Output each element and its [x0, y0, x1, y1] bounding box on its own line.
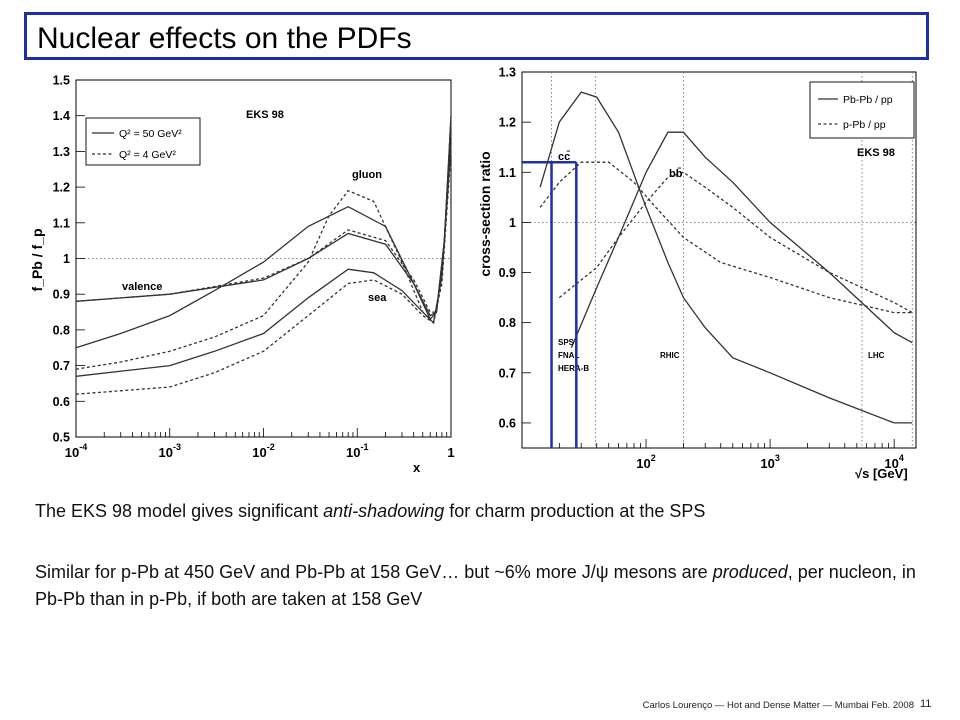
page-title: Nuclear effects on the PDFs: [37, 22, 412, 55]
x-tick-label: 10-2: [252, 442, 274, 460]
y-tick-label: 0.6: [499, 416, 516, 430]
annotation-beauty: bb̄: [669, 168, 683, 180]
annotation-hera-b: HERA-B: [558, 364, 589, 373]
y-tick-label: 0.7: [499, 366, 516, 380]
x-tick-label: 104: [884, 453, 903, 471]
para1-emph: anti-shadowing: [323, 501, 445, 521]
annotation-lhc: LHC: [868, 351, 885, 360]
x-axis-label: x: [413, 460, 421, 475]
y-tick-label: 1: [509, 216, 516, 230]
para2-d: , per nucleon, in Pb-Pb than in p-Pb, if…: [35, 562, 916, 609]
y-tick-label: 1: [63, 252, 70, 266]
annotation-fnal: FNAL: [558, 351, 579, 360]
y-tick-label: 0.9: [53, 288, 70, 302]
series-line: [75, 133, 452, 370]
y-tick-label: 1.1: [499, 166, 516, 180]
legend-label: Q² = 50 GeV²: [119, 128, 182, 140]
y-tick-label: 0.7: [53, 359, 70, 373]
x-tick-label: 10-1: [346, 442, 368, 460]
y-tick-label: 1.2: [499, 116, 516, 130]
y-axis-label: f_Pb / f_p: [29, 228, 45, 291]
annotation-rhic: RHIC: [660, 351, 680, 360]
y-tick-label: 0.9: [499, 266, 516, 280]
annotation-valence: valence: [122, 281, 162, 293]
paragraph-jpsi-comparison: Similar for p-Pb at 450 GeV and Pb-Pb at…: [35, 559, 930, 613]
y-tick-label: 1.2: [53, 181, 70, 195]
y-tick-label: 1.3: [499, 66, 516, 80]
paragraph-anti-shadowing: The EKS 98 model gives significant anti-…: [35, 498, 930, 525]
chart-title: EKS 98: [246, 109, 284, 121]
chart-cross-section-ratio: 102 103 104 0.6 0.7 0.8 0.9 1 1.1 1.2 1.3 EKS 98 cro…: [477, 66, 917, 481]
para2-a: Similar for p-Pb at 450 GeV and Pb-Pb at…: [35, 562, 596, 582]
para1-c: for charm production at the SPS: [444, 501, 706, 521]
footer-credit: Carlos Lourenço — Hot and Dense Matter —…: [642, 700, 914, 711]
x-tick-label: 1: [447, 445, 454, 460]
para2-b: mesons are: [608, 562, 713, 582]
y-tick-label: 0.8: [499, 316, 516, 330]
series-line: [539, 91, 913, 424]
x-tick-label: 103: [760, 453, 779, 471]
annotation-sea: sea: [368, 292, 387, 304]
x-tick-label: 10-3: [159, 442, 181, 460]
title-box: Nuclear effects on the PDFs: [24, 12, 929, 60]
plot-frame: [521, 71, 917, 449]
y-tick-label: 1.5: [53, 74, 70, 88]
para2-emph: produced: [712, 562, 788, 582]
y-tick-label: 0.5: [53, 431, 70, 445]
y-tick-label: 0.8: [53, 323, 70, 337]
series-line: [558, 171, 913, 314]
y-tick-label: 1.3: [53, 145, 70, 159]
legend-label: Pb-Pb / pp: [843, 94, 893, 106]
series-line: [75, 151, 452, 395]
x-tick-label: 10-4: [65, 442, 87, 460]
legend-box: [809, 81, 915, 139]
annotation-sps: SPS: [558, 338, 575, 347]
legend-box: [85, 117, 201, 166]
chart-nuclear-pdf-ratio: 10-4 10-3 10-2 10-1 1 0.5 0.6 0.7 0.8 0.9 1 1.1 1.2 1…: [29, 74, 455, 476]
psi-symbol: ψ: [595, 562, 609, 582]
y-axis-label: cross-section ratio: [477, 151, 493, 276]
chart-title: EKS 98: [857, 147, 895, 159]
y-tick-label: 1.4: [53, 109, 70, 123]
x-tick-label: 102: [636, 453, 655, 471]
series-line: [75, 144, 452, 377]
y-tick-label: 0.6: [53, 395, 70, 409]
annotation-charm: cc̄: [558, 151, 570, 163]
para1-a: The EKS 98 model gives significant: [35, 501, 324, 521]
annotation-gluon: gluon: [352, 169, 382, 181]
y-tick-label: 1.1: [53, 216, 70, 230]
x-axis-label: √s [GeV]: [855, 466, 908, 481]
page-number: 11: [920, 698, 932, 710]
legend-label: p-Pb / pp: [843, 119, 886, 131]
legend-label: Q² = 4 GeV²: [119, 149, 176, 161]
series-line: [570, 131, 913, 348]
